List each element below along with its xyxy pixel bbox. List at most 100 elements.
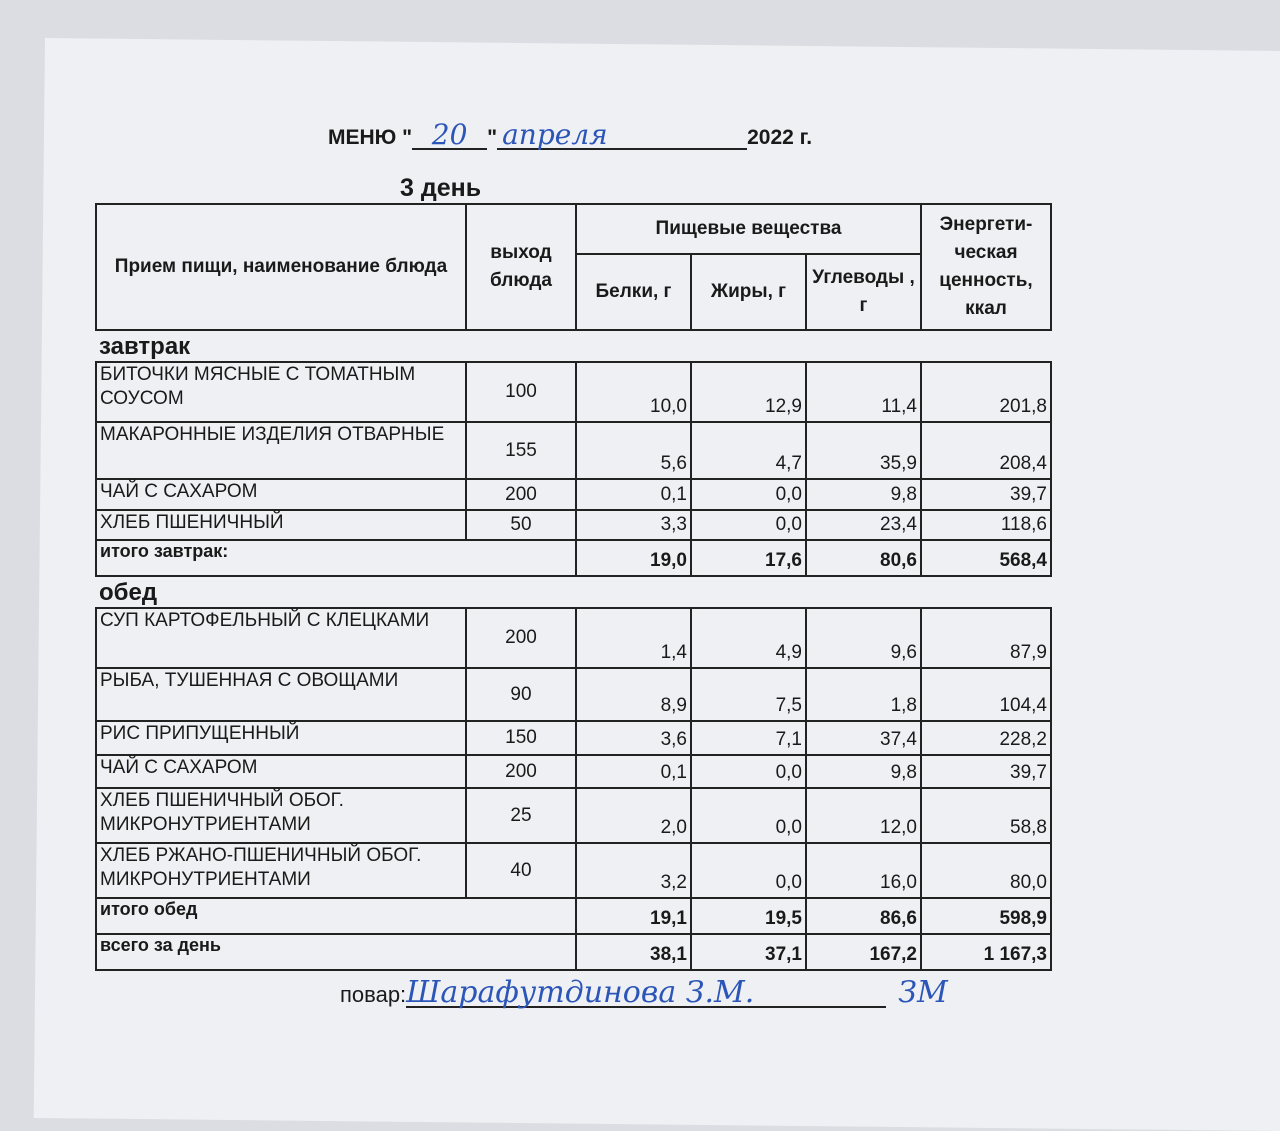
total-label: всего за день bbox=[95, 933, 577, 971]
dish-name: МАКАРОННЫЕ ИЗДЕЛИЯ ОТВАРНЫЕ bbox=[95, 421, 467, 480]
total-carbs: 86,6 bbox=[805, 897, 922, 935]
dish-output: 200 bbox=[465, 754, 577, 789]
dish-carbs: 1,8 bbox=[805, 667, 922, 722]
total-label: итого завтрак: bbox=[95, 539, 577, 577]
dish-carbs: 37,4 bbox=[805, 720, 922, 756]
dish-name: БИТОЧКИ МЯСНЫЕ С ТОМАТНЫМ СОУСОМ bbox=[95, 361, 467, 423]
dish-energy: 80,0 bbox=[920, 842, 1052, 899]
dish-carbs: 16,0 bbox=[805, 842, 922, 899]
dish-protein: 5,6 bbox=[575, 421, 692, 480]
dish-energy: 87,9 bbox=[920, 607, 1052, 669]
dish-output: 90 bbox=[465, 667, 577, 722]
dish-name: РИС ПРИПУЩЕННЫЙ bbox=[95, 720, 467, 756]
cook-line: повар:Шарафутдинова З.М. ЗМ bbox=[340, 975, 948, 1010]
menu-row: ХЛЕБ РЖАНО-ПШЕНИЧНЫЙ ОБОГ. МИКРОНУТРИЕНТ… bbox=[95, 842, 1052, 899]
total-fat: 17,6 bbox=[690, 539, 807, 577]
dish-fat: 4,9 bbox=[690, 607, 807, 669]
menu-row: ХЛЕБ ПШЕНИЧНЫЙ ОБОГ. МИКРОНУТРИЕНТАМИ 25 2… bbox=[95, 787, 1052, 844]
dish-energy: 201,8 bbox=[920, 361, 1052, 423]
dish-carbs: 35,9 bbox=[805, 421, 922, 480]
dish-output: 150 bbox=[465, 720, 577, 756]
dish-energy: 104,4 bbox=[920, 667, 1052, 722]
cook-signature: ЗМ bbox=[898, 975, 948, 1010]
dish-output: 50 bbox=[465, 509, 577, 541]
dish-protein: 3,2 bbox=[575, 842, 692, 899]
dish-protein: 3,6 bbox=[575, 720, 692, 756]
dish-output: 200 bbox=[465, 478, 577, 511]
dish-energy: 228,2 bbox=[920, 720, 1052, 756]
dish-name: ЧАЙ С САХАРОМ bbox=[95, 754, 467, 789]
menu-row: МАКАРОННЫЕ ИЗДЕЛИЯ ОТВАРНЫЕ 155 5,6 4,7 35,9… bbox=[95, 421, 1052, 480]
dish-name: ХЛЕБ ПШЕНИЧНЫЙ bbox=[95, 509, 467, 541]
dish-protein: 3,3 bbox=[575, 509, 692, 541]
total-energy: 1 167,3 bbox=[920, 933, 1052, 971]
breakfast-total-row: итого завтрак: 19,0 17,6 80,6 568,4 bbox=[95, 539, 1052, 577]
header-protein: Белки, г bbox=[575, 253, 692, 331]
handwritten-month: апреля bbox=[497, 121, 748, 150]
dish-output: 200 bbox=[465, 607, 577, 669]
total-label: итого обед bbox=[95, 897, 577, 935]
menu-row: БИТОЧКИ МЯСНЫЕ С ТОМАТНЫМ СОУСОМ 100 10,0 1… bbox=[95, 361, 1052, 423]
handwritten-cook-name: Шарафутдинова З.М. bbox=[406, 978, 887, 1008]
dish-fat: 0,0 bbox=[690, 787, 807, 844]
total-energy: 598,9 bbox=[920, 897, 1052, 935]
dish-energy: 58,8 bbox=[920, 787, 1052, 844]
dish-fat: 0,0 bbox=[690, 842, 807, 899]
header-output: выход блюда bbox=[465, 203, 577, 331]
menu-row: СУП КАРТОФЕЛЬНЫЙ С КЛЕЦКАМИ 200 1,4 4,9 9,6 8… bbox=[95, 607, 1052, 669]
handwritten-day: 20 bbox=[412, 121, 488, 150]
menu-row: РЫБА, ТУШЕННАЯ С ОВОЩАМИ 90 8,9 7,5 1,8 104,4 bbox=[95, 667, 1052, 722]
menu-row: ЧАЙ С САХАРОМ 200 0,1 0,0 9,8 39,7 bbox=[95, 478, 1052, 511]
dish-protein: 2,0 bbox=[575, 787, 692, 844]
dish-carbs: 9,8 bbox=[805, 754, 922, 789]
total-carbs: 167,2 bbox=[805, 933, 922, 971]
total-energy: 568,4 bbox=[920, 539, 1052, 577]
dish-fat: 0,0 bbox=[690, 478, 807, 511]
dish-output: 100 bbox=[465, 361, 577, 423]
section-label: обед bbox=[96, 576, 1051, 609]
total-protein: 19,1 bbox=[575, 897, 692, 935]
dish-name: РЫБА, ТУШЕННАЯ С ОВОЩАМИ bbox=[95, 667, 467, 722]
dish-fat: 4,7 bbox=[690, 421, 807, 480]
total-fat: 19,5 bbox=[690, 897, 807, 935]
dish-name: ЧАЙ С САХАРОМ bbox=[95, 478, 467, 511]
dish-carbs: 23,4 bbox=[805, 509, 922, 541]
dish-fat: 7,5 bbox=[690, 667, 807, 722]
header-carbs: Углеводы , г bbox=[805, 253, 922, 331]
lunch-total-row: итого обед 19,1 19,5 86,6 598,9 bbox=[95, 897, 1052, 935]
dish-fat: 0,0 bbox=[690, 754, 807, 789]
menu-table: Прием пищи, наименование блюда выход блю… bbox=[95, 203, 1052, 971]
title-quote: " bbox=[487, 126, 498, 149]
title-year: 2022 г. bbox=[747, 126, 813, 149]
menu-row: РИС ПРИПУЩЕННЫЙ 150 3,6 7,1 37,4 228,2 bbox=[95, 720, 1052, 756]
dish-energy: 208,4 bbox=[920, 421, 1052, 480]
title-prefix: МЕНЮ " bbox=[328, 126, 413, 149]
dish-carbs: 9,6 bbox=[805, 607, 922, 669]
dish-protein: 0,1 bbox=[575, 754, 692, 789]
dish-fat: 0,0 bbox=[690, 509, 807, 541]
dish-carbs: 11,4 bbox=[805, 361, 922, 423]
cook-label: повар: bbox=[340, 982, 407, 1007]
dish-energy: 118,6 bbox=[920, 509, 1052, 541]
total-protein: 19,0 bbox=[575, 539, 692, 577]
menu-title: МЕНЮ " 20 " апреля 2022 г. bbox=[328, 121, 813, 150]
dish-name: ХЛЕБ ПШЕНИЧНЫЙ ОБОГ. МИКРОНУТРИЕНТАМИ bbox=[95, 787, 467, 844]
header-fat: Жиры, г bbox=[690, 253, 807, 331]
dish-protein: 0,1 bbox=[575, 478, 692, 511]
dish-carbs: 9,8 bbox=[805, 478, 922, 511]
menu-row: ЧАЙ С САХАРОМ 200 0,1 0,0 9,8 39,7 bbox=[95, 754, 1052, 789]
dish-output: 155 bbox=[465, 421, 577, 480]
dish-fat: 12,9 bbox=[690, 361, 807, 423]
section-label: завтрак bbox=[96, 330, 1051, 363]
dish-output: 25 bbox=[465, 787, 577, 844]
header-dish: Прием пищи, наименование блюда bbox=[95, 203, 467, 331]
day-total-row: всего за день 38,1 37,1 167,2 1 167,3 bbox=[95, 933, 1052, 971]
dish-name: СУП КАРТОФЕЛЬНЫЙ С КЛЕЦКАМИ bbox=[95, 607, 467, 669]
day-number: 3 день bbox=[400, 174, 482, 202]
total-fat: 37,1 bbox=[690, 933, 807, 971]
dish-output: 40 bbox=[465, 842, 577, 899]
dish-protein: 8,9 bbox=[575, 667, 692, 722]
total-protein: 38,1 bbox=[575, 933, 692, 971]
header-energy: Энергети- ческая ценность, ккал bbox=[920, 203, 1052, 331]
dish-energy: 39,7 bbox=[920, 754, 1052, 789]
